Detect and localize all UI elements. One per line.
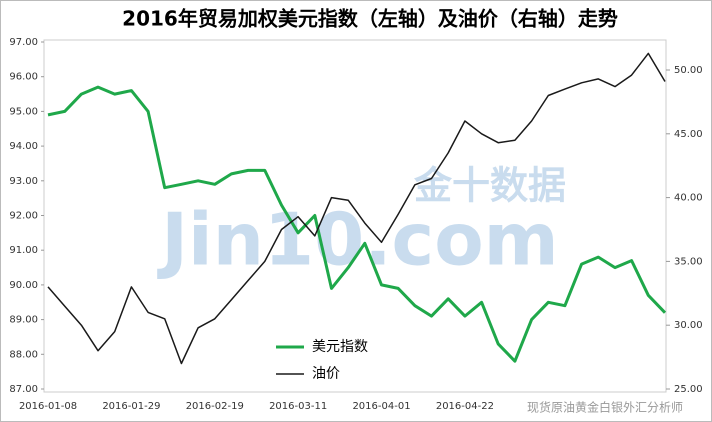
legend-label: 美元指数 (312, 339, 368, 355)
series-line (47, 52, 666, 365)
y-tick-label: 96.00 (9, 72, 38, 83)
x-tick-label: 2016-02-19 (186, 401, 244, 412)
y-tick-label: 89.00 (9, 315, 38, 326)
y-tick-label: 92.00 (9, 211, 38, 222)
y-tick-label: 97.00 (9, 37, 38, 48)
watermark: 金十数据 (413, 164, 566, 208)
y-tick-label: 88.00 (9, 349, 38, 360)
y2-tick-label: 30.00 (674, 320, 703, 331)
y-tick-label: 91.00 (9, 245, 38, 256)
y2-tick-label: 25.00 (674, 384, 703, 395)
x-tick-label: 2016-04-01 (352, 401, 410, 412)
y2-tick-label: 45.00 (674, 129, 703, 140)
x-tick-label: 2016-01-08 (19, 401, 77, 412)
x-tick-label: 2016-01-29 (102, 401, 160, 412)
y-tick-label: 90.00 (9, 280, 38, 291)
series-line (47, 85, 667, 363)
y2-tick-label: 40.00 (674, 193, 703, 204)
x-tick-label: 2016-03-11 (269, 401, 327, 412)
x-tick-label: 2016-04-22 (436, 401, 494, 412)
y-tick-label: 95.00 (9, 106, 38, 117)
y2-tick-label: 50.00 (674, 65, 703, 76)
legend-label: 油价 (312, 366, 340, 382)
y-tick-label: 93.00 (9, 176, 38, 187)
watermark: Jin10.com (156, 198, 558, 282)
y2-tick-label: 35.00 (674, 256, 703, 267)
chart-title: 2016年贸易加权美元指数（左轴）及油价（右轴）走势 (122, 7, 618, 31)
y-tick-label: 87.00 (9, 384, 38, 395)
y-tick-label: 94.00 (9, 141, 38, 152)
watermark: 现货原油黄金白银外汇分析师 (527, 400, 683, 415)
